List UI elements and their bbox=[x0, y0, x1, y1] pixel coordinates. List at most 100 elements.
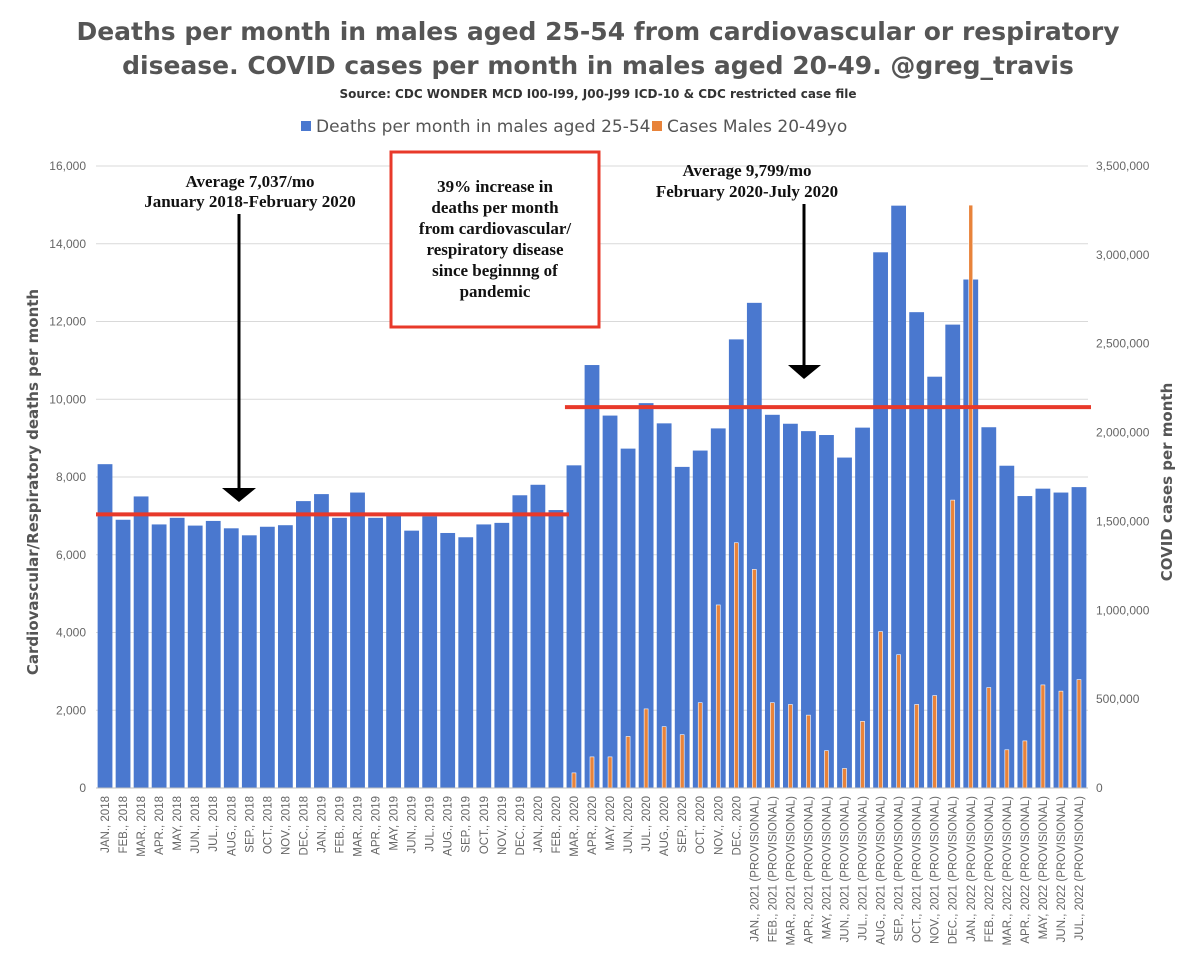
x-tick-label: JUN., 2020 bbox=[623, 796, 635, 854]
left-tick-label: 12,000 bbox=[49, 315, 86, 329]
right-tick-label: 1,000,000 bbox=[1096, 603, 1150, 617]
x-tick-label: JUN., 2021 (PROVISIONAL) bbox=[840, 796, 852, 943]
left-tick-label: 6,000 bbox=[56, 548, 86, 562]
x-tick-label: DEC., 2020 bbox=[731, 796, 743, 855]
x-tick-label: MAR., 2020 bbox=[569, 796, 581, 857]
x-tick-label: MAR., 2019 bbox=[353, 796, 365, 857]
death-bar bbox=[764, 414, 780, 788]
case-bar bbox=[806, 714, 811, 789]
x-tick-label: SEP., 2021 (PROVISIONAL) bbox=[894, 796, 906, 942]
death-bar bbox=[205, 520, 221, 788]
left-axis-ticks: 0 2,000 4,000 6,000 8,000 10,000 12,000 14,000 1… bbox=[49, 159, 86, 795]
death-bar bbox=[368, 517, 383, 788]
case-bar bbox=[752, 569, 757, 789]
death-bar bbox=[692, 450, 708, 788]
annotation-box-line: deaths per month bbox=[431, 198, 559, 217]
death-bar bbox=[981, 427, 997, 788]
x-tick-label: MAY, 2018 bbox=[172, 796, 184, 851]
death-bar bbox=[259, 526, 275, 788]
x-tick-label: OCT., 2018 bbox=[262, 796, 274, 854]
x-tick-label: OCT., 2020 bbox=[695, 796, 707, 854]
case-bar bbox=[824, 750, 829, 789]
case-bar bbox=[607, 756, 613, 789]
left-axis-title: Cardiovascular/Respiratory deaths per mo… bbox=[24, 289, 42, 675]
death-bar bbox=[873, 252, 888, 789]
annotation-box-line: since beginnng of bbox=[432, 261, 558, 280]
case-bar bbox=[571, 772, 577, 789]
chart-subtitle: Source: CDC WONDER MCD I00-I99, J00-J99 … bbox=[339, 87, 856, 101]
legend-swatch-cases bbox=[652, 121, 662, 131]
x-tick-label: NOV., 2021 (PROVISIONAL) bbox=[930, 796, 942, 944]
x-tick-label: JUL., 2021 (PROVISIONAL) bbox=[858, 796, 870, 941]
reference-lines bbox=[96, 405, 1091, 517]
annotation-box-line: 39% increase in bbox=[437, 177, 553, 196]
x-axis-ticks: JAN., 2018 FEB., 2018 MAR., 2018 APR., 2018… bbox=[100, 796, 1086, 946]
chart-title-line-1: Deaths per month in males aged 25-54 fro… bbox=[76, 17, 1119, 46]
death-bar bbox=[584, 365, 600, 788]
x-tick-label: JAN., 2018 bbox=[100, 796, 112, 853]
death-bar bbox=[350, 492, 365, 788]
x-tick-label: DEC., 2021 (PROVISIONAL) bbox=[948, 796, 960, 944]
x-tick-label: JAN., 2020 bbox=[533, 796, 545, 853]
x-tick-label: SEP., 2019 bbox=[461, 796, 473, 853]
death-bar bbox=[891, 205, 907, 789]
right-axis-title: COVID cases per month bbox=[1158, 383, 1176, 581]
death-bar bbox=[819, 435, 834, 788]
x-tick-label: DEC., 2018 bbox=[298, 796, 310, 855]
arrow-2018 bbox=[222, 214, 256, 502]
left-tick-label: 2,000 bbox=[56, 703, 86, 717]
case-bar bbox=[878, 631, 883, 789]
case-bar bbox=[896, 654, 901, 789]
death-bar bbox=[620, 448, 636, 788]
x-tick-label: NOV., 2018 bbox=[280, 796, 292, 855]
death-bar bbox=[187, 525, 203, 788]
case-bar bbox=[968, 204, 974, 789]
death-bar bbox=[548, 510, 564, 788]
case-bar bbox=[715, 604, 721, 789]
annotation-box bbox=[389, 150, 601, 329]
case-bar bbox=[770, 702, 775, 789]
x-tick-label: JAN., 2019 bbox=[316, 796, 328, 853]
death-bar bbox=[927, 376, 943, 788]
death-bar bbox=[97, 464, 113, 788]
death-bar bbox=[602, 415, 618, 788]
death-bar bbox=[115, 519, 131, 788]
case-bar bbox=[842, 768, 847, 789]
death-bar bbox=[440, 532, 456, 788]
right-axis-ticks: 0 500,000 1,000,000 1,500,000 2,000,000 2,500… bbox=[1096, 159, 1150, 795]
x-tick-label: JUN., 2022 (PROVISIONAL) bbox=[1056, 796, 1068, 943]
death-bar bbox=[314, 494, 329, 788]
left-tick-label: 10,000 bbox=[49, 392, 86, 406]
legend-label-cases: Cases Males 20-49yo bbox=[667, 117, 847, 137]
death-bar bbox=[494, 522, 510, 788]
right-tick-label: 3,000,000 bbox=[1096, 248, 1150, 262]
case-bar bbox=[697, 702, 703, 789]
death-bar bbox=[783, 423, 798, 788]
x-tick-label: MAY, 2022 (PROVISIONAL) bbox=[1038, 796, 1050, 940]
death-bar bbox=[512, 495, 528, 788]
x-tick-label: JAN., 2021 (PROVISIONAL) bbox=[749, 796, 761, 942]
x-tick-label: FEB., 2019 bbox=[334, 796, 346, 854]
annotation-average-2020-range: February 2020-July 2020 bbox=[656, 182, 838, 201]
x-tick-label: MAY, 2019 bbox=[389, 796, 401, 851]
case-bar bbox=[625, 736, 631, 789]
x-tick-label: JUL., 2022 (PROVISIONAL) bbox=[1074, 796, 1086, 941]
death-bar bbox=[133, 496, 149, 788]
annotation-average-2018-range: January 2018-February 2020 bbox=[144, 192, 356, 211]
death-bar bbox=[656, 423, 672, 788]
x-tick-label: JUN., 2018 bbox=[190, 796, 202, 854]
x-tick-label: MAY, 2020 bbox=[605, 796, 617, 851]
x-tick-label: JUL., 2018 bbox=[208, 796, 220, 852]
legend-swatch-deaths bbox=[301, 121, 311, 131]
x-tick-label: APR., 2020 bbox=[587, 796, 599, 855]
case-bar bbox=[986, 687, 992, 789]
death-bar bbox=[476, 524, 492, 788]
x-tick-label: FEB., 2022 (PROVISIONAL) bbox=[984, 796, 996, 943]
right-tick-label: 1,500,000 bbox=[1096, 514, 1150, 528]
death-bar bbox=[638, 403, 654, 788]
x-tick-label: MAR., 2018 bbox=[136, 796, 148, 857]
death-bar bbox=[566, 465, 582, 788]
death-bar bbox=[674, 466, 690, 788]
case-bar bbox=[1004, 749, 1010, 789]
x-tick-label: JAN., 2022 (PROVISIONAL) bbox=[966, 796, 978, 942]
